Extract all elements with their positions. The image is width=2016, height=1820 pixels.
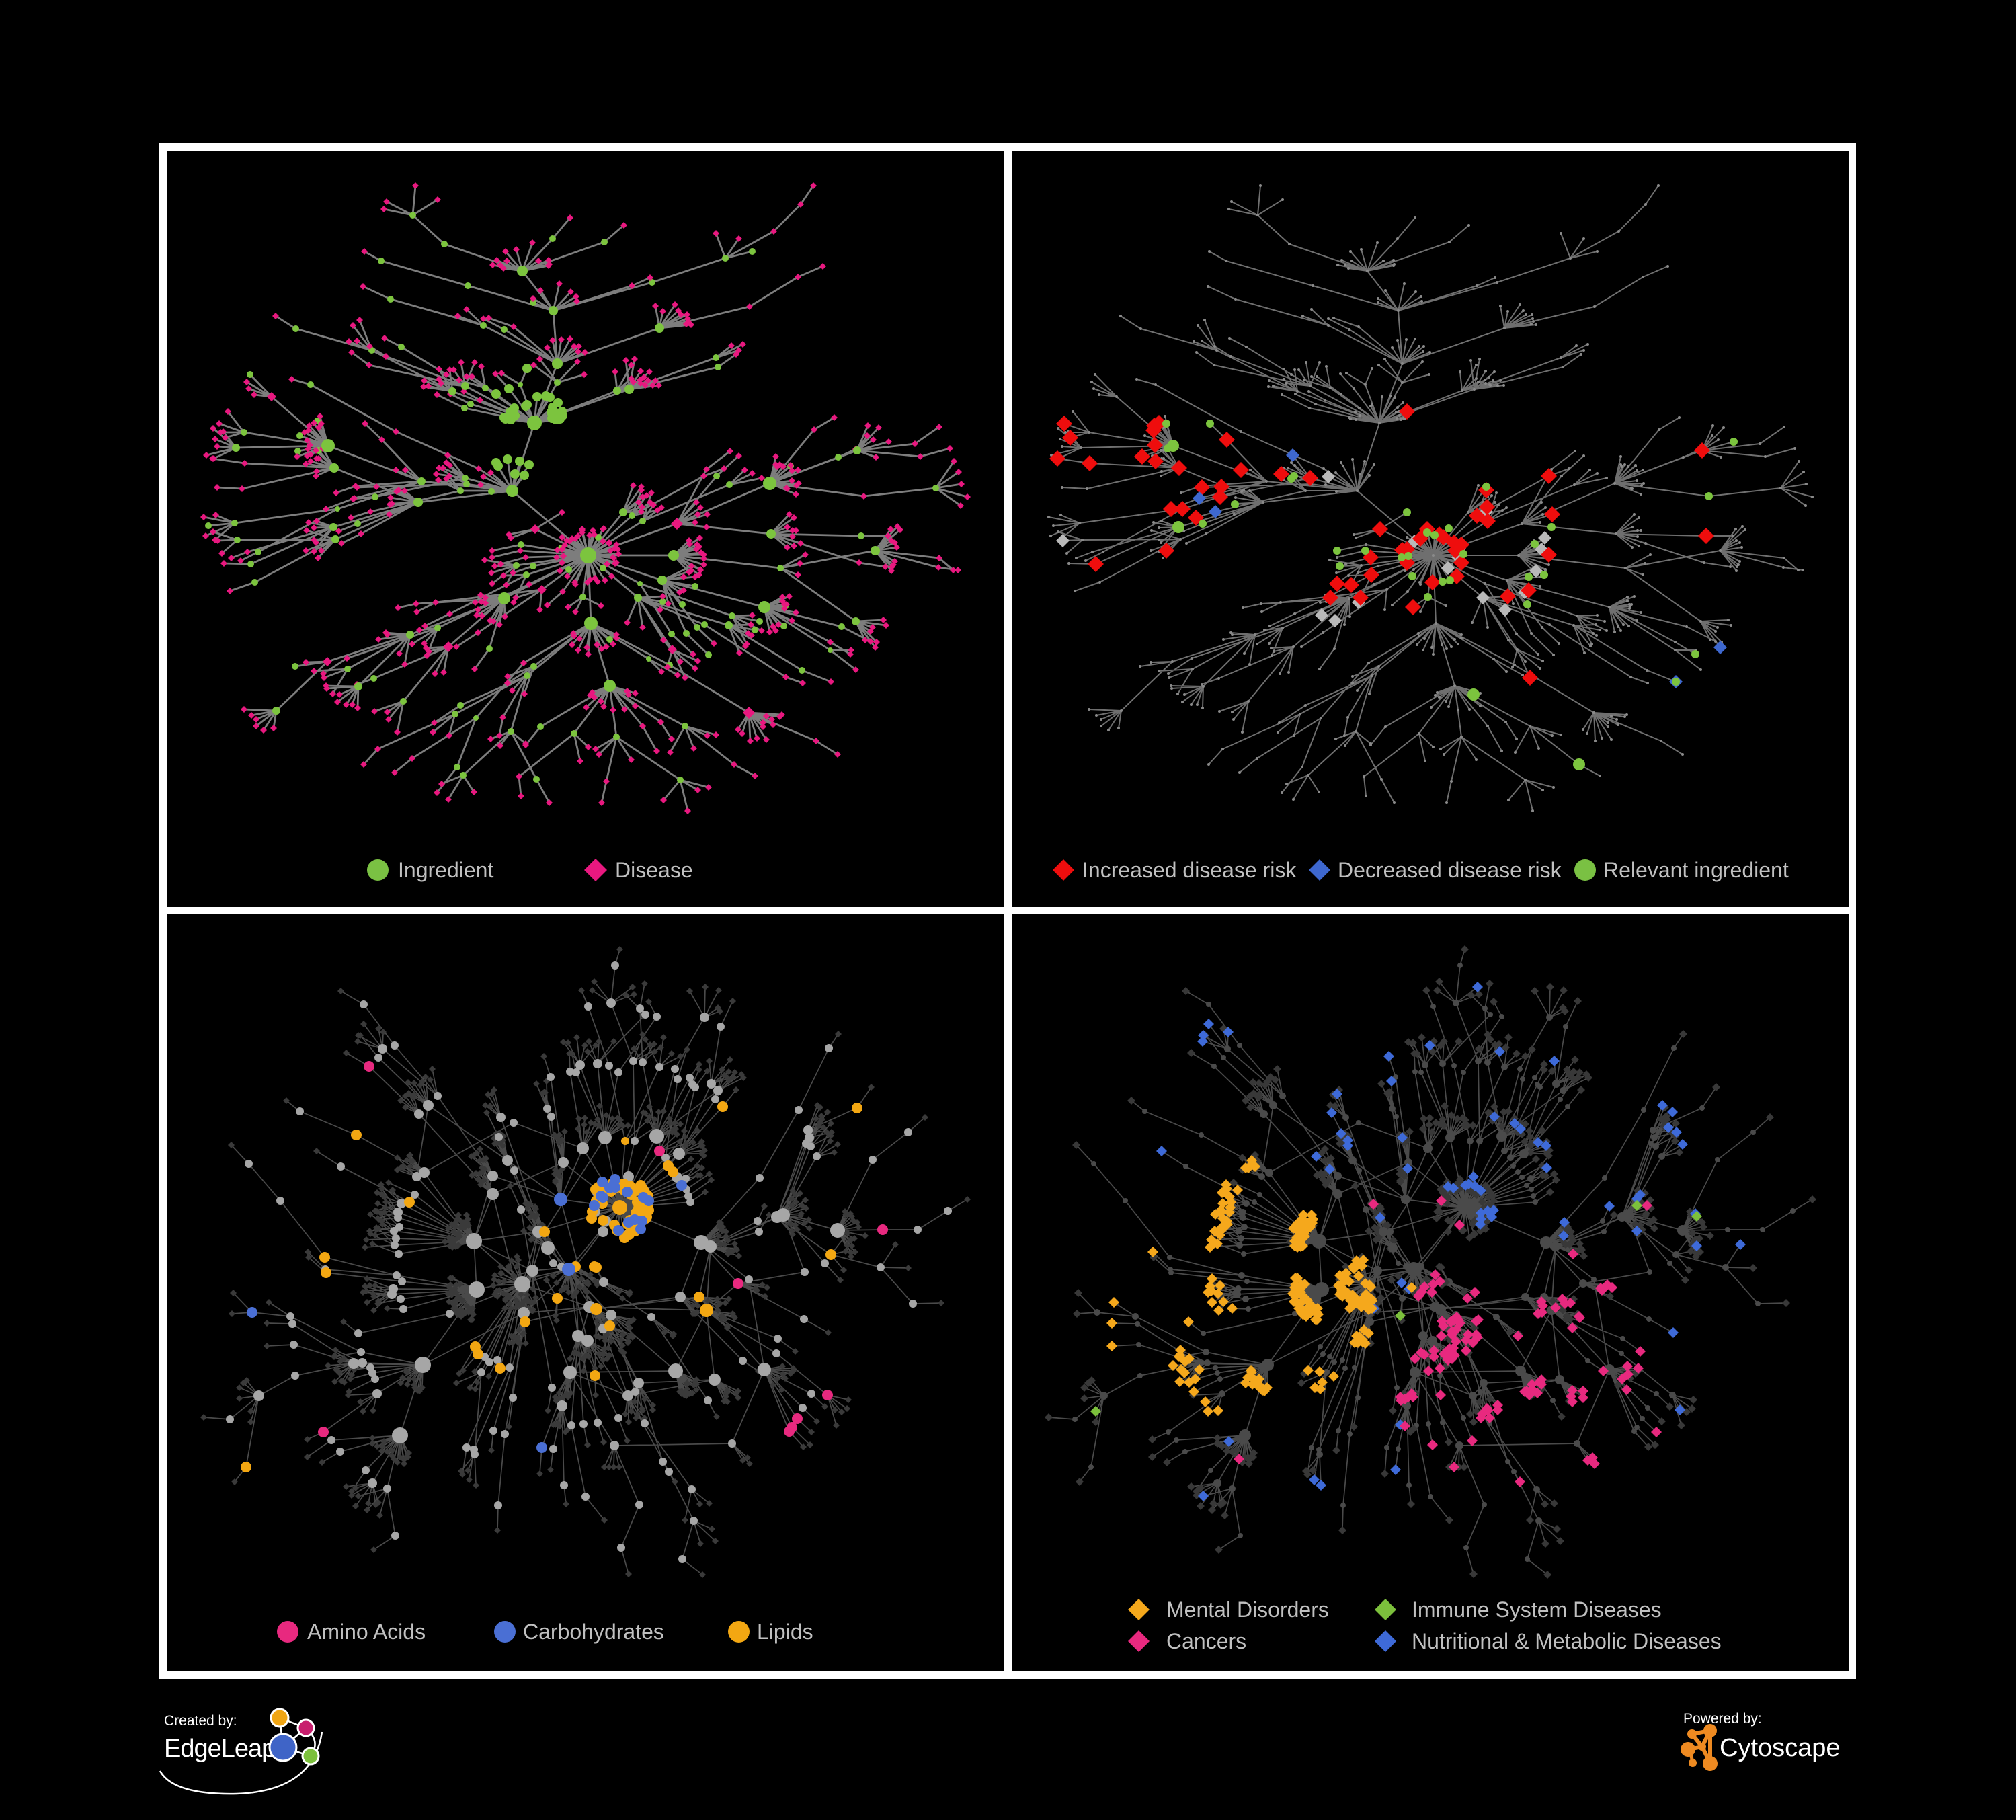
- svg-text:Powered by:: Powered by:: [1683, 1711, 1762, 1727]
- svg-text:Relevant ingredient: Relevant ingredient: [1603, 858, 1789, 882]
- svg-text:Mental Disorders: Mental Disorders: [1166, 1597, 1329, 1622]
- svg-text:EdgeLeap: EdgeLeap: [164, 1735, 275, 1763]
- svg-text:Immune System Diseases: Immune System Diseases: [1412, 1597, 1662, 1622]
- svg-text:Cytoscape: Cytoscape: [1720, 1734, 1841, 1762]
- svg-text:Lipids: Lipids: [757, 1620, 813, 1644]
- svg-text:Nutritional & Metabolic Diseas: Nutritional & Metabolic Diseases: [1412, 1629, 1722, 1653]
- svg-text:Decreased disease risk: Decreased disease risk: [1338, 858, 1562, 882]
- svg-text:Carbohydrates: Carbohydrates: [523, 1620, 664, 1644]
- svg-text:Amino Acids: Amino Acids: [307, 1620, 426, 1644]
- svg-text:Cancers: Cancers: [1166, 1629, 1246, 1653]
- svg-text:Ingredient: Ingredient: [398, 858, 493, 882]
- svg-text:Created by:: Created by:: [164, 1713, 237, 1729]
- svg-text:Increased disease risk: Increased disease risk: [1082, 858, 1297, 882]
- svg-text:Disease: Disease: [615, 858, 693, 882]
